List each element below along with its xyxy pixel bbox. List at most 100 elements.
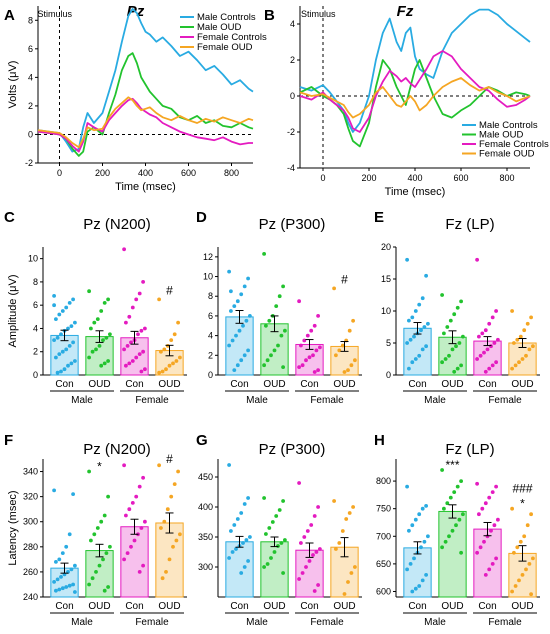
data-point [57, 312, 62, 317]
data-point [311, 553, 315, 557]
data-point [527, 347, 532, 352]
y-tick-label: 300 [23, 517, 38, 527]
data-point [246, 348, 251, 353]
y-tick-label: 350 [198, 532, 213, 542]
y-tick-label: 4 [290, 19, 295, 29]
data-point [346, 580, 350, 584]
data-point [417, 512, 422, 517]
data-point [478, 545, 483, 550]
data-point [264, 323, 268, 328]
data-point [461, 512, 465, 517]
data-point [137, 291, 142, 296]
y-tick-label: 340 [23, 467, 38, 477]
data-point [483, 573, 488, 577]
data-point [178, 532, 182, 537]
data-point [67, 532, 72, 537]
data-point [162, 347, 167, 352]
data-point [351, 505, 355, 509]
data-point [496, 517, 500, 522]
data-point [137, 570, 142, 574]
data-point [52, 294, 56, 298]
data-point [66, 363, 70, 368]
data-point [272, 348, 277, 353]
y-tick-label: 12 [203, 252, 213, 262]
data-point [157, 463, 162, 468]
data-point [87, 582, 91, 587]
data-point [417, 302, 422, 307]
y-tick-label: 450 [198, 472, 213, 482]
panel-title: Fz (LP) [445, 441, 494, 458]
data-point [513, 584, 518, 588]
data-point [52, 303, 56, 308]
bar-panel-C: C Pz (N200) 0 2 4 6 8 10 Amplitude (μV) Con OUD Con… [4, 209, 187, 406]
data-point [108, 544, 112, 549]
data-point [344, 517, 349, 521]
data-point [67, 344, 72, 348]
y-axis-label: Amplitude (μV) [7, 275, 19, 348]
x-tick-label: 400 [138, 168, 153, 178]
y-tick-label: 700 [376, 531, 391, 541]
data-point [127, 361, 132, 366]
data-point [237, 328, 242, 333]
data-point [106, 359, 110, 363]
data-point [281, 499, 285, 503]
data-point [405, 257, 409, 262]
data-point [316, 368, 320, 372]
data-point [67, 583, 72, 588]
data-point [54, 560, 58, 564]
data-point [171, 361, 175, 366]
data-point [127, 507, 132, 512]
data-point [490, 363, 495, 368]
data-point [262, 363, 266, 368]
significance-mark: # [166, 452, 173, 466]
data-point [309, 328, 314, 333]
data-point [139, 328, 144, 333]
data-point [525, 523, 530, 528]
bar-panel-E: E Fz (LP) 0 5 10 15 20 Con OUD Con OUD Male Female [374, 209, 540, 406]
data-point [487, 321, 492, 326]
data-point [132, 538, 137, 543]
y-tick-label: 2 [28, 101, 33, 111]
y-tick-label: 280 [23, 542, 38, 552]
data-point [410, 315, 415, 320]
series-line-3 [299, 77, 531, 119]
legend-entry: Male Controls [197, 12, 256, 23]
data-point [106, 585, 110, 589]
y-tick-label: 0 [290, 91, 295, 101]
data-point [104, 335, 109, 340]
data-point [55, 370, 60, 375]
data-point [129, 340, 133, 345]
data-point [454, 523, 458, 528]
data-point [87, 289, 91, 294]
x-tick-label: 800 [224, 168, 239, 178]
data-point [227, 463, 232, 467]
group-label: Male [246, 617, 268, 628]
data-point [413, 517, 418, 522]
data-point [265, 358, 270, 363]
category-label: OUD [158, 601, 180, 612]
bar [120, 526, 149, 598]
group-label: Male [71, 617, 93, 628]
data-point [235, 517, 240, 521]
y-tick-label: 4 [33, 323, 38, 333]
data-point [143, 326, 147, 331]
x-tick-label: 0 [57, 168, 62, 178]
legend-entry: Female Controls [479, 139, 549, 150]
data-point [60, 586, 65, 591]
data-point [60, 349, 65, 354]
data-point [270, 520, 275, 524]
data-point [174, 359, 179, 363]
y-tick-label: 0 [33, 370, 38, 380]
data-point [87, 469, 91, 474]
data-point [239, 511, 244, 515]
category-label: Con [408, 601, 426, 612]
data-point [447, 353, 451, 358]
data-point [347, 511, 352, 515]
data-point [141, 349, 146, 354]
data-point [174, 538, 179, 543]
data-point [478, 353, 483, 358]
data-point [442, 506, 446, 511]
data-point [130, 501, 135, 505]
data-point [130, 305, 135, 310]
